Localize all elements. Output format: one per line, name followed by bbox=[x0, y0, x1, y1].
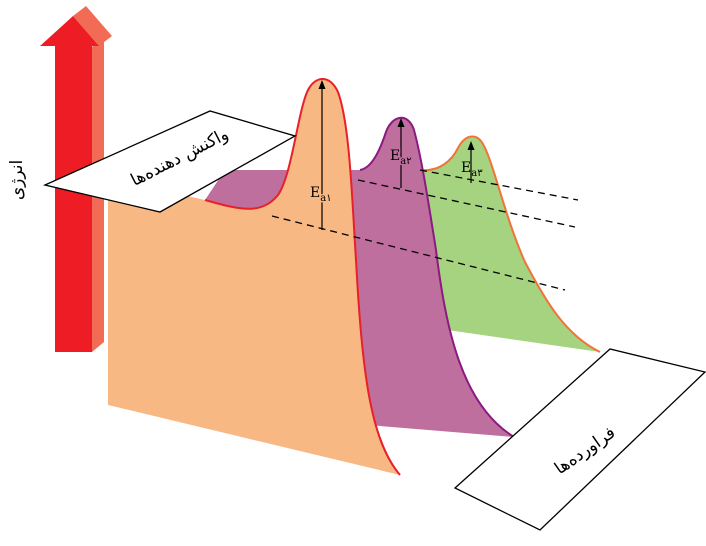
ea-label-1-main: E bbox=[310, 185, 320, 201]
ea-label-2-sub: a۲ bbox=[400, 156, 411, 167]
curve-3-fill bbox=[420, 136, 600, 352]
energy-arrow-head-side bbox=[73, 6, 112, 46]
curve-1-fill bbox=[108, 78, 400, 475]
ea-label-3-sub: a۳ bbox=[471, 168, 483, 179]
energy-axis-label: انرژی bbox=[7, 160, 27, 200]
dashed-line-1 bbox=[271, 215, 566, 291]
ea-label-1: Ea۱ bbox=[310, 185, 332, 204]
ea-label-2: Ea۲ bbox=[390, 148, 412, 167]
curve-3 bbox=[419, 135, 601, 353]
dashed-lines bbox=[271, 169, 579, 291]
ea-label-3: Ea۳ bbox=[461, 160, 483, 179]
ea-label-3-main: E bbox=[461, 160, 471, 176]
ea-label-2-main: E bbox=[390, 148, 400, 164]
ea-arrow-1 bbox=[318, 80, 326, 230]
curve-3-line bbox=[419, 135, 601, 353]
products-plane-shape bbox=[453, 348, 706, 531]
curve-1 bbox=[108, 78, 401, 476]
curve-1-line bbox=[204, 78, 401, 476]
dashed-line-3 bbox=[419, 169, 579, 201]
ea-label-1-sub: a۱ bbox=[320, 193, 331, 204]
ea-arrow-3 bbox=[467, 141, 475, 183]
products-plane: فراورده‌ها bbox=[453, 348, 706, 531]
dashed-line-2 bbox=[357, 179, 576, 228]
ea-arrow-2 bbox=[397, 118, 405, 188]
curve-2-line bbox=[359, 116, 515, 438]
reactants-plane-shape bbox=[42, 110, 297, 213]
